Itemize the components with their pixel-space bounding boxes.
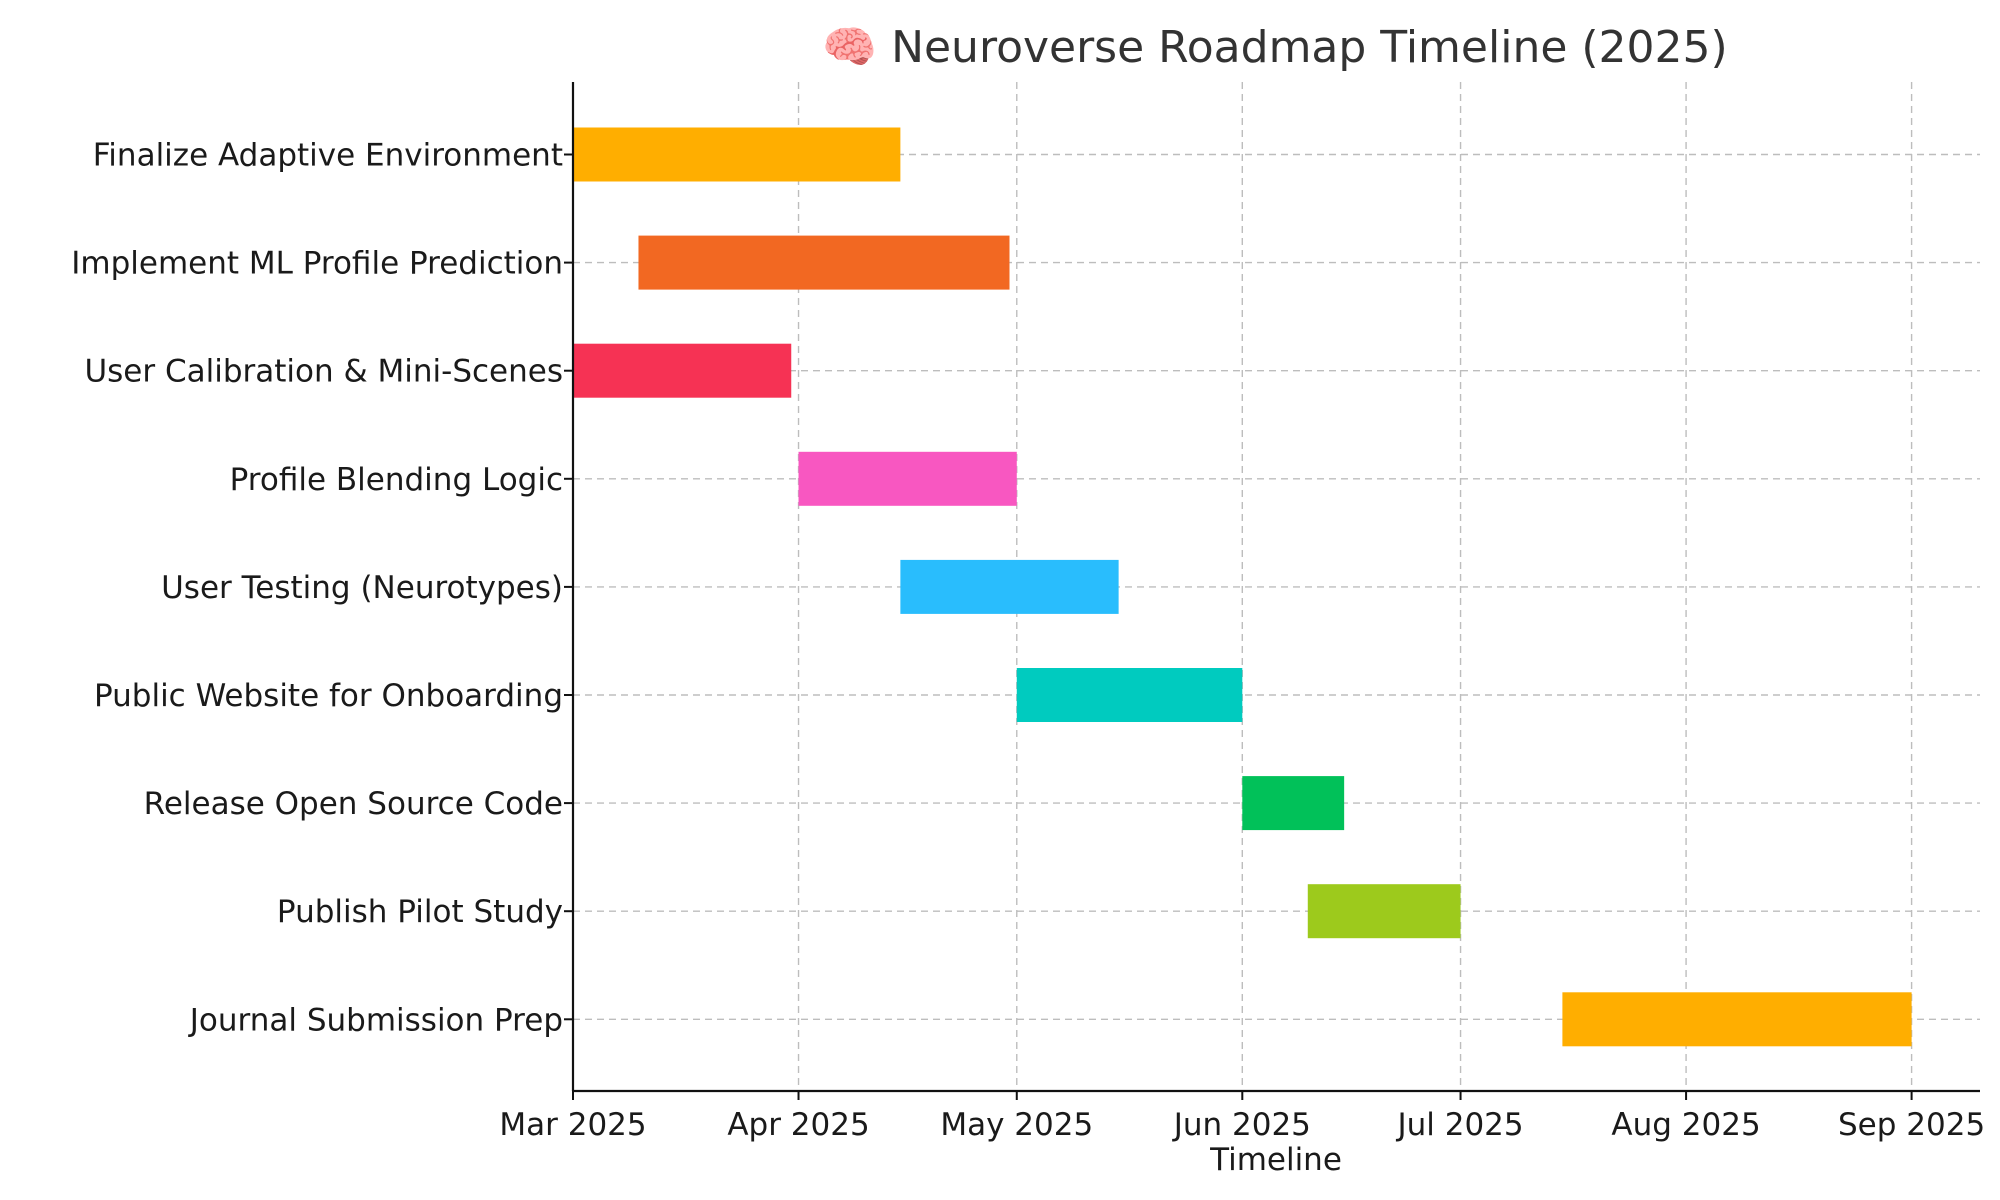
gantt-bar — [573, 343, 792, 398]
y-tick-label: Publish Pilot Study — [277, 894, 563, 930]
y-tick-label: Release Open Source Code — [144, 786, 563, 822]
y-tick-label: User Testing (Neurotypes) — [161, 570, 563, 606]
chart-title: 🧠 Neuroverse Roadmap Timeline (2025) — [822, 22, 1727, 73]
x-tick-label: Jun 2025 — [1172, 1107, 1311, 1143]
gantt-bar — [1016, 668, 1243, 722]
x-tick-label: Mar 2025 — [499, 1107, 646, 1143]
x-tick-labels: Mar 2025 Apr 2025 May 2025 Jun 2025 Jul 2025… — [499, 1107, 1985, 1143]
gantt-bar — [900, 559, 1119, 614]
gantt-bar — [1307, 884, 1461, 939]
x-tick-label: Aug 2025 — [1611, 1107, 1760, 1143]
x-tick-label: Apr 2025 — [727, 1107, 869, 1143]
gantt-bar — [638, 235, 1010, 290]
y-tick-label: Profile Blending Logic — [230, 462, 563, 498]
x-tick-label: May 2025 — [940, 1107, 1093, 1143]
gantt-bar — [798, 451, 1017, 506]
y-tick-labels: Finalize Adaptive Environment Implement M… — [71, 138, 563, 1039]
y-tick-label: User Calibration & Mini-Scenes — [84, 354, 563, 390]
gantt-bar — [573, 127, 901, 182]
y-tick-label: Public Website for Onboarding — [94, 678, 563, 714]
gantt-bar — [1562, 992, 1912, 1047]
y-tick-label: Implement ML Profile Prediction — [71, 246, 563, 282]
gantt-bar — [1242, 776, 1345, 831]
bars-layer — [573, 127, 1912, 1047]
y-tick-label: Finalize Adaptive Environment — [93, 138, 563, 174]
x-axis-label: Timeline — [1209, 1142, 1342, 1178]
grid-layer — [572, 82, 1980, 1091]
x-tick-label: Sep 2025 — [1838, 1107, 1985, 1143]
x-tick-label: Jul 2025 — [1395, 1107, 1523, 1143]
y-tick-label: Journal Submission Prep — [188, 1002, 563, 1038]
axes-layer — [564, 82, 1980, 1100]
